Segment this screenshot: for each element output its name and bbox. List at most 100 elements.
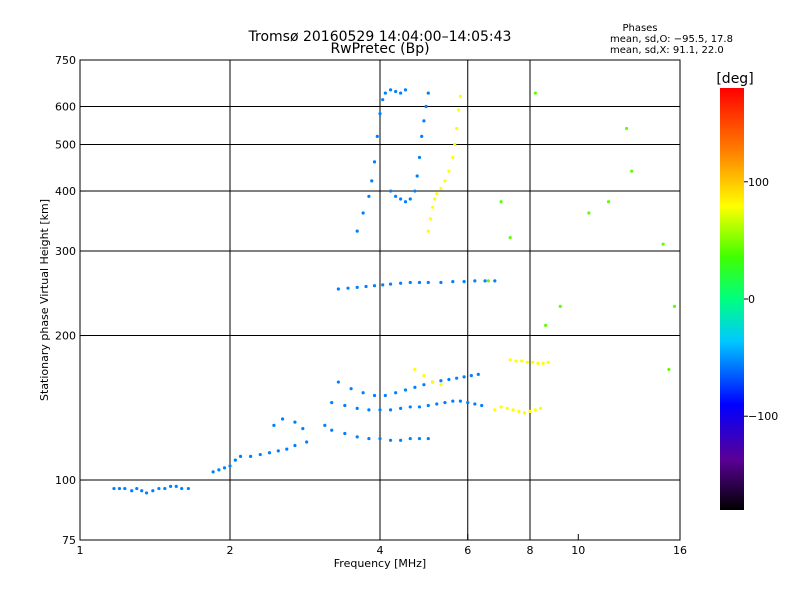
data-point (420, 134, 424, 138)
data-point (144, 491, 149, 495)
data-point (174, 484, 178, 488)
data-point (394, 391, 398, 395)
data-point (533, 408, 537, 412)
data-point (630, 169, 634, 173)
data-point (372, 393, 377, 398)
data-point (426, 229, 430, 233)
data-point (399, 197, 403, 201)
data-point (388, 88, 393, 92)
phase-stats-o: mean, sd,O: −95.5, 17.8 (610, 34, 733, 45)
data-point (330, 400, 334, 405)
data-point (272, 423, 276, 427)
x-tick-label: 16 (673, 544, 687, 557)
data-point (228, 464, 232, 468)
data-point (426, 436, 430, 441)
data-point (422, 383, 426, 387)
data-point (381, 98, 385, 102)
y-tick-label: 300 (55, 245, 76, 258)
chart-title: Tromsø 20160529 14:04:00–14:05:43 (248, 29, 512, 45)
data-point (399, 406, 403, 411)
data-point (558, 304, 562, 309)
data-point (378, 111, 382, 116)
data-point (403, 388, 408, 392)
data-points (112, 88, 677, 495)
data-point (508, 235, 512, 240)
data-point (408, 436, 412, 441)
y-tick-label: 100 (55, 474, 76, 487)
colorbar-ticks: 100 0 −100 (744, 176, 778, 423)
y-tick-label: 200 (55, 330, 76, 343)
data-point (293, 420, 297, 424)
y-tick-label: 750 (55, 54, 76, 67)
data-point (355, 285, 359, 289)
data-point (238, 454, 243, 459)
data-point (533, 91, 537, 95)
data-point (117, 486, 122, 491)
data-point (455, 126, 459, 131)
data-point (422, 119, 426, 123)
data-point (458, 399, 463, 403)
data-point (361, 391, 365, 395)
data-point (130, 489, 134, 493)
data-point (493, 279, 497, 283)
data-point (135, 486, 139, 491)
data-point (433, 197, 437, 201)
data-point (544, 323, 548, 327)
data-point (408, 280, 412, 285)
data-point (346, 286, 350, 290)
data-point (473, 279, 477, 283)
data-point (367, 408, 371, 412)
data-point (305, 440, 309, 444)
x-tick-label: 8 (527, 544, 534, 557)
data-point (517, 409, 521, 413)
data-point (186, 486, 190, 491)
plot-area: 1 2 4 6 8 10 16 75 100 200 300 400 500 600 750 (55, 54, 687, 557)
data-point (426, 91, 430, 95)
data-point (455, 376, 459, 380)
data-point (522, 411, 527, 415)
data-point (525, 360, 529, 364)
data-point (367, 436, 371, 441)
colorbar-gradient (720, 88, 744, 510)
data-point (417, 405, 422, 409)
data-point (388, 408, 393, 412)
data-point (258, 452, 262, 457)
data-point (217, 468, 221, 472)
y-tick-label: 75 (62, 534, 76, 547)
data-point (399, 91, 403, 95)
colorbar-tick-label: 0 (748, 293, 755, 306)
data-point (424, 104, 428, 109)
data-point (413, 367, 417, 372)
data-point (499, 405, 503, 409)
data-point (531, 360, 535, 364)
y-axis-label: Stationary phase Virtual Height [km] (38, 199, 51, 401)
data-point (462, 375, 466, 379)
data-point (528, 409, 532, 413)
data-point (426, 280, 430, 285)
colorbar-tick-label: −100 (748, 410, 778, 423)
data-point (473, 402, 477, 406)
data-point (667, 367, 671, 372)
data-point (480, 403, 484, 408)
grid (80, 60, 680, 540)
data-point (140, 489, 144, 493)
data-point (169, 484, 173, 488)
y-tick-label: 400 (55, 185, 76, 198)
data-point (388, 189, 393, 193)
data-point (417, 436, 422, 441)
data-point (451, 280, 455, 284)
data-point (430, 380, 435, 384)
data-point (462, 280, 466, 284)
data-point (447, 169, 451, 173)
data-point (541, 361, 545, 365)
data-point (163, 486, 167, 491)
data-point (417, 155, 422, 160)
data-point (367, 194, 371, 198)
data-point (469, 374, 473, 378)
data-point (451, 399, 455, 403)
data-point (355, 406, 359, 411)
data-point (211, 470, 215, 474)
data-point (493, 408, 497, 412)
data-point (361, 211, 365, 215)
